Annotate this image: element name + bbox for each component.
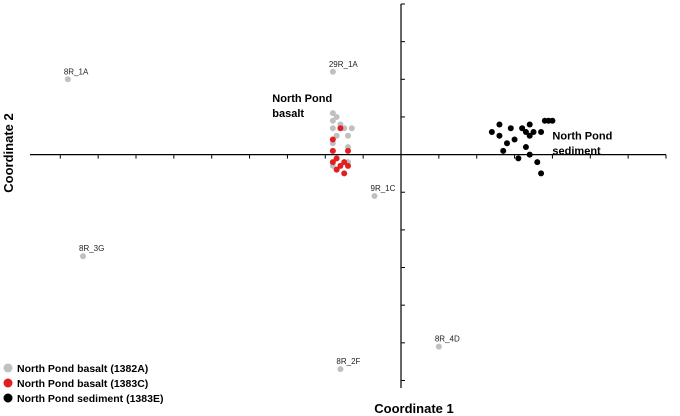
point-1383C [333, 166, 340, 173]
legend-item-1383E: North Pond sediment (1383E) [3, 393, 163, 405]
group-labels: North Pond basalt North Pond sediment [272, 93, 612, 158]
x-axis-title: Coordinate 1 [374, 401, 453, 416]
point-1383E [538, 129, 545, 135]
legend-label-1382A: North Pond basalt (1382A) [17, 363, 148, 375]
point-1383E [519, 125, 526, 132]
point-1382A [329, 117, 336, 124]
point-1382A [345, 132, 351, 139]
point-1382A [337, 366, 344, 373]
point-1383E [511, 136, 518, 143]
point-label: 9R_1C [371, 184, 396, 193]
point-1383E [526, 132, 533, 139]
legend-item-1383C: North Pond basalt (1383C) [3, 378, 148, 390]
legend-label-1383E: North Pond sediment (1383E) [17, 393, 163, 405]
point-1382A [80, 253, 86, 260]
point-1383E [526, 121, 533, 128]
point-1383C [345, 147, 351, 154]
point-1383C [337, 162, 344, 169]
point-1382A [348, 125, 355, 132]
point-label: 8R_3G [79, 244, 104, 253]
point-1383C [329, 159, 336, 166]
point-1383E [515, 155, 522, 162]
point-1383C [329, 136, 336, 143]
legend: North Pond basalt (1382A) North Pond bas… [3, 363, 163, 405]
point-1382A [329, 68, 336, 75]
point-label: 8R_1A [64, 67, 89, 76]
point-1383C [333, 155, 340, 162]
group-label: North Pond [272, 93, 332, 105]
point-1383E [500, 147, 507, 154]
group-label: basalt [272, 108, 304, 120]
point-1383E [522, 129, 529, 135]
point-1383E [549, 117, 556, 124]
point-1383E [530, 129, 537, 135]
legend-label-1383C: North Pond basalt (1383C) [17, 378, 148, 390]
point-1383E [522, 144, 529, 151]
point-1382A [371, 193, 378, 199]
point-1383E [534, 159, 541, 166]
point-1382A [329, 110, 336, 117]
point-1383E [538, 170, 545, 177]
point-1383E [504, 140, 510, 147]
point-1383C [329, 147, 336, 154]
point-1382A [435, 343, 442, 350]
point-1383C [337, 125, 344, 132]
legend-marker-1383E [3, 393, 13, 403]
y-axis-title: Coordinate 2 [1, 113, 16, 192]
point-label: 8R_4D [435, 335, 460, 344]
point-1383E [507, 125, 514, 132]
point-labels: 8R_1A 29R_1A 9R_1C 8R_3G 8R_4D 8R_2F [64, 60, 460, 366]
point-label: 29R_1A [329, 60, 359, 69]
group-label: North Pond [552, 131, 612, 143]
axes [30, 3, 667, 388]
point-1383C [341, 170, 348, 177]
point-1383E [526, 151, 533, 158]
point-label: 8R_2F [336, 357, 360, 366]
point-1382A [64, 76, 71, 83]
legend-marker-1382A [3, 363, 13, 373]
point-1383E [496, 121, 503, 128]
point-1383C [341, 159, 348, 166]
group-label: sediment [552, 146, 601, 158]
data-points [64, 68, 556, 373]
point-1382A [329, 125, 336, 132]
legend-marker-1383C [3, 378, 13, 388]
point-1382A [333, 132, 340, 139]
legend-item-1382A: North Pond basalt (1382A) [3, 363, 148, 375]
point-1383E [496, 132, 503, 139]
point-1382A [333, 113, 340, 120]
point-1383C [345, 162, 351, 169]
point-1383E [488, 129, 495, 135]
